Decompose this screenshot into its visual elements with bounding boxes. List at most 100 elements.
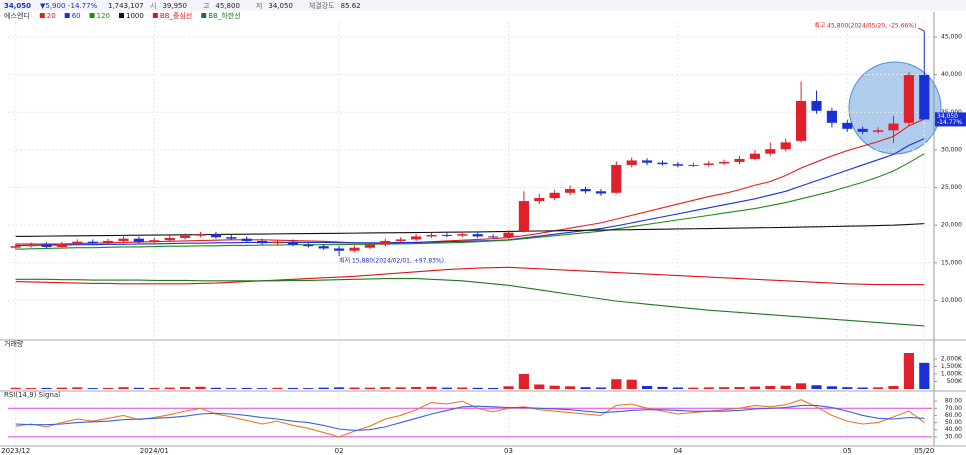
- legend-label: 20: [47, 12, 56, 20]
- indicator-line: [15, 404, 925, 431]
- candle-body: [210, 234, 221, 238]
- y-tick-label: 40,000: [941, 71, 962, 78]
- y-tick-label: 10,000: [941, 297, 962, 304]
- candle-body: [334, 248, 345, 251]
- volume-bar: [395, 387, 406, 389]
- candle-body: [780, 142, 791, 150]
- volume-bar: [657, 386, 668, 389]
- candle-body: [688, 164, 699, 166]
- y-tick-label: 70.00: [945, 405, 962, 412]
- volume-bar: [549, 385, 560, 389]
- y-tick-label: 45,000: [941, 34, 962, 41]
- volume-bar: [611, 379, 622, 389]
- volume-bar: [703, 387, 714, 389]
- y-tick-label: 1,500K: [941, 363, 963, 370]
- volume-bar: [503, 386, 514, 389]
- indicator-line: [15, 278, 925, 327]
- indicator-line: [15, 399, 925, 438]
- volume-bar: [241, 387, 252, 389]
- annotation-leader: [918, 27, 925, 32]
- candle-body: [41, 244, 52, 247]
- field-label: 시: [150, 2, 156, 10]
- y-tick-label: 35,000: [941, 109, 962, 116]
- volume-bar: [919, 362, 930, 389]
- volume-bar: [195, 386, 206, 389]
- candle-body: [10, 246, 21, 248]
- volume-bar: [457, 387, 468, 389]
- candle-body: [873, 130, 884, 132]
- header-bar: [0, 0, 966, 11]
- y-tick-label: 2,000K: [941, 356, 963, 363]
- legend-swatch: [39, 13, 45, 18]
- candle-body: [657, 162, 668, 165]
- indicator-line: [15, 138, 925, 247]
- candle-body: [441, 234, 452, 236]
- candle-body: [626, 160, 637, 165]
- legend-swatch: [152, 13, 158, 18]
- y-tick-label: 20,000: [941, 222, 962, 229]
- volume-bar: [364, 387, 375, 389]
- price-tag-value: 34,050: [937, 113, 958, 120]
- volume-bar: [103, 387, 114, 389]
- candle-body: [257, 240, 268, 244]
- volume-bar: [380, 387, 391, 389]
- volume-bar: [349, 387, 360, 389]
- field-value: 45,800: [215, 2, 240, 10]
- volume-bar: [10, 387, 21, 389]
- candle-body: [364, 244, 375, 248]
- candle-body: [749, 153, 760, 159]
- candle-body: [826, 110, 837, 123]
- volume-bar: [765, 386, 776, 389]
- panel-title: 에스엔디: [4, 11, 30, 20]
- volume-bar: [303, 388, 314, 389]
- rate: -14.77%: [68, 2, 98, 10]
- candle-body: [149, 240, 160, 242]
- x-tick-label: 02: [335, 447, 344, 455]
- candle-body: [888, 123, 899, 131]
- candle-body: [87, 241, 98, 244]
- legend-swatch: [118, 13, 124, 18]
- field-label: 저: [256, 1, 262, 10]
- indicator-line: [15, 153, 925, 250]
- candle-body: [919, 75, 930, 120]
- y-tick-label: 1,000K: [941, 371, 963, 378]
- candle-body: [534, 198, 545, 202]
- candle-body: [672, 164, 683, 166]
- candle-body: [241, 238, 252, 241]
- x-tick-label: 05/20: [914, 447, 934, 455]
- volume-bar: [334, 387, 345, 389]
- candle-body: [595, 191, 606, 194]
- indicator-line: [15, 223, 925, 237]
- y-tick-label: 60.00: [945, 412, 962, 419]
- legend-label: BB_중심선: [160, 11, 192, 20]
- volume-bar: [749, 386, 760, 389]
- legend-swatch: [201, 13, 207, 18]
- x-tick-label: 04: [673, 447, 682, 455]
- y-tick-label: 80.00: [945, 398, 962, 405]
- legend-label: 60: [72, 12, 81, 20]
- field-label: 고: [203, 2, 210, 10]
- volume-bar: [41, 387, 52, 389]
- annotation: 최저 15,880(2024/02/01, +97.83%): [339, 257, 444, 265]
- candle-body: [565, 189, 576, 193]
- legend-label: BB_하한선: [208, 11, 240, 20]
- candle-body: [472, 234, 483, 237]
- volume-bar: [72, 387, 83, 389]
- volume-bar: [210, 387, 221, 389]
- candle-body: [457, 234, 468, 236]
- candle-body: [118, 238, 129, 241]
- volume-bar: [796, 383, 807, 389]
- annotation: 최고 45,800(2024/05/20, -25.66%): [814, 22, 916, 30]
- volume-bar: [565, 386, 576, 389]
- volume-bar: [441, 387, 452, 389]
- volume-bar: [87, 388, 98, 389]
- volume-bar: [534, 384, 545, 389]
- field-label: 체결강도: [309, 1, 335, 10]
- price: 34,050: [4, 2, 31, 10]
- volume-bar: [149, 387, 160, 389]
- change: ▼5,900: [40, 2, 65, 10]
- candle-body: [549, 192, 560, 199]
- candle-body: [765, 149, 776, 154]
- volume: 1,743,107: [108, 2, 144, 10]
- candle-body: [719, 161, 730, 164]
